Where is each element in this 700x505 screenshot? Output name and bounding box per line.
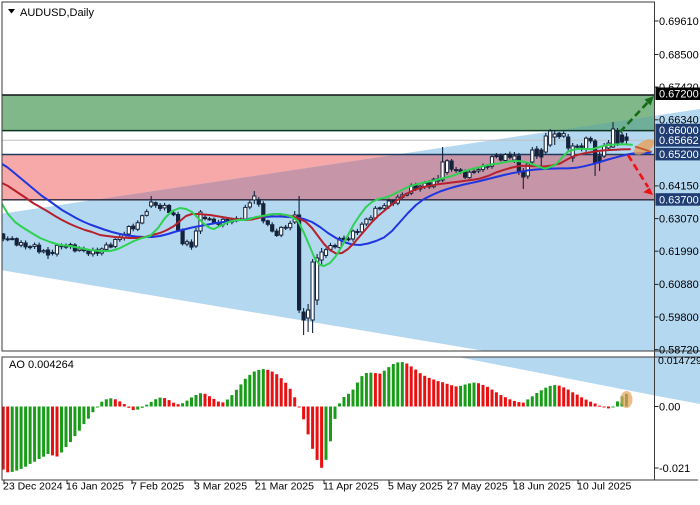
svg-text:5 May 2025: 5 May 2025 — [388, 481, 443, 493]
svg-text:21 Mar 2025: 21 Mar 2025 — [255, 481, 314, 493]
svg-text:0.65662: 0.65662 — [659, 135, 699, 147]
svg-text:7 Feb 2025: 7 Feb 2025 — [131, 481, 184, 493]
svg-text:0.61990: 0.61990 — [659, 246, 699, 258]
svg-text:AUDUSD,Daily: AUDUSD,Daily — [20, 7, 94, 19]
svg-text:0.59800: 0.59800 — [659, 312, 699, 324]
svg-text:3 Mar 2025: 3 Mar 2025 — [194, 481, 247, 493]
svg-text:0.63700: 0.63700 — [659, 194, 699, 206]
svg-text:0.60880: 0.60880 — [659, 279, 699, 291]
svg-text:23 Dec 2024: 23 Dec 2024 — [3, 481, 63, 493]
svg-text:0.65200: 0.65200 — [659, 149, 699, 161]
svg-text:0.69610: 0.69610 — [659, 16, 699, 28]
svg-text:0.63070: 0.63070 — [659, 213, 699, 225]
svg-text:AO 0.004264: AO 0.004264 — [9, 359, 74, 371]
svg-text:0.014729: 0.014729 — [658, 355, 700, 367]
svg-text:0.68500: 0.68500 — [659, 49, 699, 61]
svg-text:-0.021: -0.021 — [659, 463, 690, 475]
svg-text:18 Jun 2025: 18 Jun 2025 — [513, 481, 571, 493]
svg-text:0.67200: 0.67200 — [659, 89, 699, 101]
svg-text:0.64150: 0.64150 — [659, 181, 699, 193]
svg-text:11 Apr 2025: 11 Apr 2025 — [323, 481, 379, 493]
svg-text:16 Jan 2025: 16 Jan 2025 — [66, 481, 124, 493]
svg-text:10 Jul 2025: 10 Jul 2025 — [577, 481, 631, 493]
svg-text:27 May 2025: 27 May 2025 — [447, 481, 508, 493]
svg-text:0.00: 0.00 — [659, 401, 680, 413]
